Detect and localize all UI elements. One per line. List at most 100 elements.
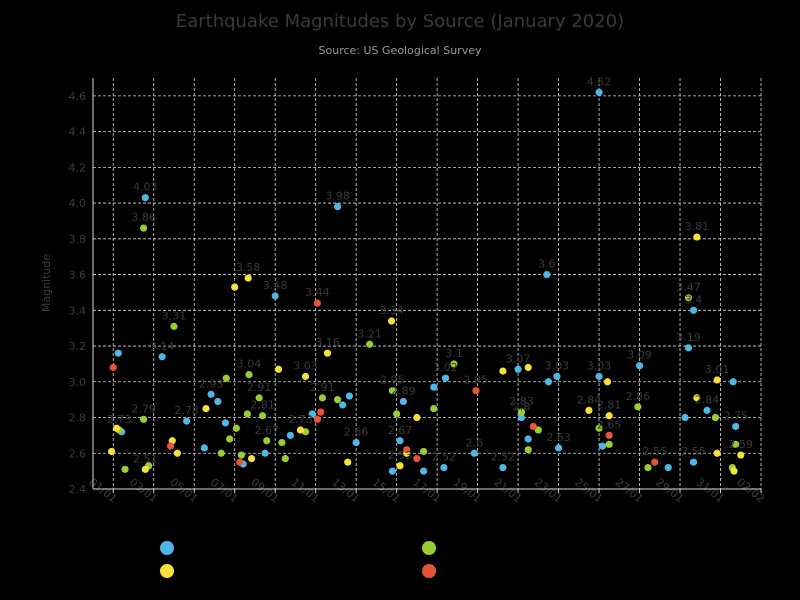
- y-tick-label: 4.2: [69, 161, 87, 174]
- data-point: [244, 274, 252, 282]
- data-point: [681, 413, 689, 422]
- x-tick-label: 03/01: [127, 476, 160, 506]
- y-tick-label: 3.4: [69, 304, 87, 317]
- data-label: 2.73: [288, 413, 313, 426]
- data-label: 2.67: [388, 424, 413, 437]
- data-point: [339, 401, 347, 409]
- y-tick-label: 3.6: [69, 269, 87, 282]
- data-label: 3.31: [162, 309, 187, 322]
- data-point: [413, 455, 421, 463]
- y-tick-label: 4.6: [69, 90, 87, 103]
- data-point: [183, 417, 191, 425]
- data-point: [420, 467, 428, 475]
- data-point: [396, 437, 404, 445]
- data-point: [595, 372, 603, 381]
- data-point: [221, 419, 230, 427]
- data-point: [413, 413, 421, 422]
- data-point: [170, 322, 178, 330]
- y-axis-label: Magnitude: [40, 254, 53, 313]
- data-label: 3.58: [236, 261, 261, 274]
- data-point: [333, 396, 342, 404]
- data-label: 2.53: [388, 449, 413, 462]
- x-tick-label: 05/01: [167, 476, 200, 506]
- data-point: [729, 378, 737, 386]
- data-point: [236, 458, 244, 466]
- data-label: 2.66: [344, 426, 369, 439]
- data-point: [121, 465, 129, 473]
- data-point: [113, 424, 121, 432]
- data-point: [499, 463, 507, 472]
- data-point: [598, 442, 607, 450]
- data-point: [237, 451, 246, 459]
- data-label: 3.98: [325, 190, 350, 203]
- data-label: 3.19: [676, 331, 701, 344]
- data-point: [141, 465, 149, 473]
- data-point: [693, 394, 701, 402]
- data-point: [514, 365, 522, 373]
- data-point: [730, 467, 738, 475]
- data-label: 2.91: [310, 381, 335, 394]
- data-label: 4.62: [587, 75, 612, 88]
- data-label: 3.4: [685, 293, 703, 306]
- data-label: 2.89: [391, 384, 416, 397]
- grid: [93, 78, 762, 490]
- data-point: [258, 412, 267, 420]
- data-point: [141, 194, 149, 202]
- data-label: 2.63: [546, 431, 571, 444]
- data-point: [274, 365, 283, 373]
- data-point: [255, 394, 263, 402]
- data-point: [109, 363, 117, 372]
- data-label: 3.07: [506, 352, 531, 365]
- data-label: 3.47: [676, 281, 701, 294]
- data-label: 2.73: [107, 413, 132, 426]
- data-point: [595, 88, 603, 96]
- data-point: [323, 349, 332, 357]
- data-point: [684, 294, 693, 302]
- data-label: 3.6: [538, 258, 556, 271]
- data-label: 3.34: [379, 304, 404, 317]
- data-point: [689, 458, 698, 466]
- data-label: 3.03: [587, 359, 612, 372]
- legend-marker: [160, 541, 174, 555]
- y-tick-label: 4.4: [69, 126, 87, 139]
- data-point: [313, 299, 321, 307]
- data-point: [684, 344, 693, 352]
- data-point: [524, 435, 532, 443]
- data-label: 3.09: [627, 349, 652, 362]
- data-point: [517, 413, 526, 422]
- x-tick-label: 17/01: [410, 476, 443, 506]
- data-point: [286, 431, 294, 439]
- data-point: [387, 317, 396, 325]
- data-point: [166, 442, 175, 450]
- data-label: 2.55: [681, 445, 706, 458]
- data-label: 3.81: [685, 220, 710, 233]
- x-tick-label: 23/01: [532, 476, 565, 506]
- data-label: 4.03: [133, 181, 158, 194]
- data-point: [245, 371, 253, 379]
- data-point: [499, 367, 507, 375]
- data-label: 2.84: [695, 393, 720, 406]
- data-point: [366, 340, 374, 348]
- data-point: [440, 463, 448, 472]
- data-point: [664, 463, 672, 472]
- data-label: 3.03: [293, 359, 318, 372]
- data-label: 2.52: [491, 451, 516, 464]
- x-tick-label: 01/01: [86, 476, 119, 506]
- y-tick-label: 2.8: [69, 412, 87, 425]
- data-label: 2.95: [464, 374, 489, 387]
- data-point: [420, 447, 428, 456]
- data-point: [689, 306, 698, 314]
- data-labels: 4.03 3.14 2.78 2.93 3.48 3.98 2.66 2.67 2.89 2.52…: [107, 75, 753, 465]
- data-label: 3.16: [315, 336, 340, 349]
- data-point: [173, 449, 181, 457]
- data-point: [441, 374, 450, 382]
- x-tick-label: 25/01: [572, 476, 605, 506]
- data-point: [114, 349, 122, 357]
- data-label: 3.14: [150, 340, 175, 353]
- data-point: [232, 424, 240, 432]
- data-point: [450, 360, 458, 368]
- data-point: [271, 292, 279, 300]
- legend-marker: [422, 541, 436, 555]
- x-tick-label: 31/01: [694, 476, 727, 506]
- data-point: [396, 462, 404, 470]
